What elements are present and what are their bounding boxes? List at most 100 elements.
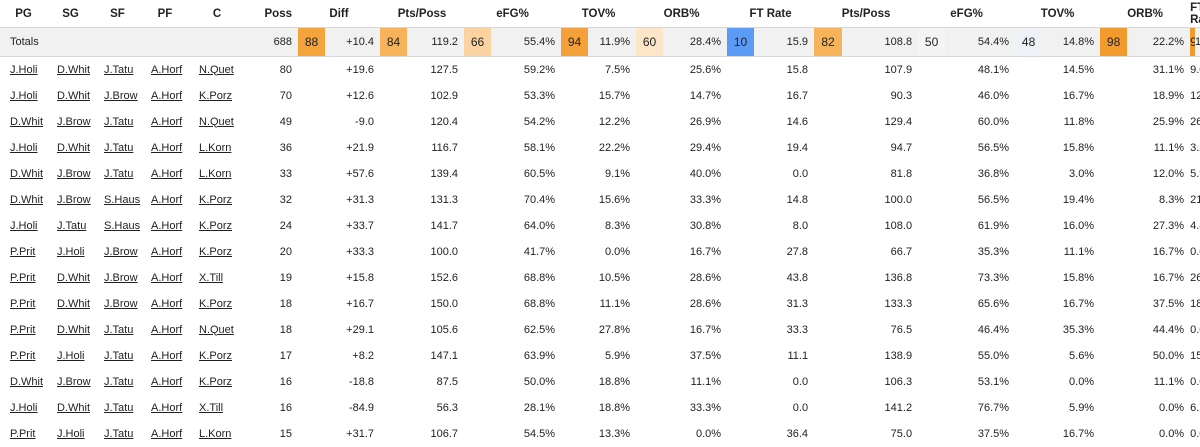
col-header-off-tov[interactable]: TOV% — [561, 0, 637, 28]
stat-cell-def-efg: 61.9% — [918, 212, 1016, 239]
stat-cell-def-pts: 129.4 — [814, 108, 919, 135]
player-link[interactable]: J.Tatu — [104, 167, 134, 180]
player-link[interactable]: L.Korn — [199, 141, 232, 154]
player-link[interactable]: K.Porz — [199, 193, 233, 206]
player-link[interactable]: A.Horf — [151, 193, 183, 206]
stat-cell-def-efg: 46.4% — [918, 316, 1016, 343]
player-link[interactable]: D.Whit — [10, 193, 43, 206]
player-link[interactable]: D.Whit — [10, 375, 43, 388]
player-link[interactable]: A.Horf — [151, 427, 183, 440]
player-link[interactable]: K.Porz — [199, 297, 233, 310]
player-cell-pg: J.Holi — [0, 212, 47, 239]
col-header-off-orb[interactable]: ORB% — [636, 0, 728, 28]
player-link[interactable]: P.Prit — [10, 349, 36, 362]
player-link[interactable]: D.Whit — [57, 297, 90, 310]
player-link[interactable]: P.Prit — [10, 271, 36, 284]
player-link[interactable]: D.Whit — [57, 323, 90, 336]
player-link[interactable]: J.Tatu — [104, 323, 134, 336]
player-link[interactable]: D.Whit — [57, 401, 90, 414]
col-header-diff[interactable]: Diff — [298, 0, 381, 28]
col-header-pf[interactable]: PF — [141, 0, 189, 28]
player-link[interactable]: X.Till — [199, 271, 224, 284]
col-header-def-pts-poss[interactable]: Pts/Poss — [814, 0, 919, 28]
player-link[interactable]: P.Prit — [10, 245, 36, 258]
player-link[interactable]: S.Haus — [104, 219, 141, 232]
totals-def-orb: 22.2% — [1127, 27, 1191, 57]
stat-cell-off-orb: 33.3% — [636, 186, 728, 213]
player-link[interactable]: J.Holi — [57, 427, 85, 440]
player-link[interactable]: L.Korn — [199, 427, 232, 440]
col-header-off-ft-rate[interactable]: FT Rate — [727, 0, 815, 28]
player-link[interactable]: A.Horf — [151, 115, 183, 128]
player-link[interactable]: K.Porz — [199, 219, 233, 232]
player-link[interactable]: D.Whit — [10, 167, 43, 180]
player-link[interactable]: J.Holi — [10, 63, 38, 76]
player-link[interactable]: N.Quet — [199, 115, 234, 128]
col-header-def-ft-rate[interactable]: FT Rate — [1190, 0, 1200, 28]
player-link[interactable]: J.Holi — [10, 89, 38, 102]
player-link[interactable]: J.Tatu — [104, 401, 134, 414]
player-link[interactable]: J.Tatu — [104, 349, 134, 362]
col-header-sg[interactable]: SG — [47, 0, 94, 28]
col-header-def-orb[interactable]: ORB% — [1100, 0, 1191, 28]
col-header-pg[interactable]: PG — [0, 0, 47, 28]
player-link[interactable]: A.Horf — [151, 323, 183, 336]
player-link[interactable]: J.Tatu — [104, 427, 134, 440]
col-header-def-efg[interactable]: eFG% — [918, 0, 1016, 28]
player-link[interactable]: A.Horf — [151, 141, 183, 154]
player-link[interactable]: A.Horf — [151, 271, 183, 284]
player-link[interactable]: J.Brow — [104, 245, 138, 258]
player-link[interactable]: K.Porz — [199, 349, 233, 362]
stat-cell-off-pts: 139.4 — [380, 160, 465, 187]
player-link[interactable]: A.Horf — [151, 89, 183, 102]
player-link[interactable]: A.Horf — [151, 349, 183, 362]
player-link[interactable]: L.Korn — [199, 167, 232, 180]
player-link[interactable]: J.Brow — [104, 271, 138, 284]
player-link[interactable]: J.Tatu — [104, 63, 134, 76]
stat-cell-off-efg: 50.0% — [464, 368, 562, 395]
player-link[interactable]: J.Tatu — [104, 141, 134, 154]
player-link[interactable]: D.Whit — [57, 141, 90, 154]
player-link[interactable]: J.Brow — [57, 167, 91, 180]
player-link[interactable]: A.Horf — [151, 63, 183, 76]
player-link[interactable]: D.Whit — [57, 89, 90, 102]
player-link[interactable]: J.Tatu — [104, 375, 134, 388]
player-link[interactable]: J.Holi — [10, 401, 38, 414]
col-header-c[interactable]: C — [189, 0, 245, 28]
player-link[interactable]: A.Horf — [151, 297, 183, 310]
col-header-off-efg[interactable]: eFG% — [464, 0, 562, 28]
player-link[interactable]: A.Horf — [151, 245, 183, 258]
player-link[interactable]: N.Quet — [199, 323, 234, 336]
player-link[interactable]: J.Tatu — [104, 115, 134, 128]
player-link[interactable]: P.Prit — [10, 427, 36, 440]
player-link[interactable]: X.Till — [199, 401, 224, 414]
player-link[interactable]: J.Holi — [10, 219, 38, 232]
player-link[interactable]: D.Whit — [10, 115, 43, 128]
player-link[interactable]: S.Haus — [104, 193, 141, 206]
player-link[interactable]: N.Quet — [199, 63, 234, 76]
player-link[interactable]: J.Brow — [104, 89, 138, 102]
player-link[interactable]: D.Whit — [57, 63, 90, 76]
col-header-sf[interactable]: SF — [94, 0, 141, 28]
player-link[interactable]: A.Horf — [151, 219, 183, 232]
player-link[interactable]: K.Porz — [199, 245, 233, 258]
player-link[interactable]: D.Whit — [57, 271, 90, 284]
player-link[interactable]: A.Horf — [151, 167, 183, 180]
col-header-off-pts-poss[interactable]: Pts/Poss — [380, 0, 465, 28]
player-link[interactable]: J.Tatu — [57, 219, 87, 232]
col-header-poss[interactable]: Poss — [245, 0, 298, 28]
player-link[interactable]: A.Horf — [151, 401, 183, 414]
col-header-def-tov[interactable]: TOV% — [1015, 0, 1101, 28]
player-link[interactable]: J.Holi — [10, 141, 38, 154]
player-link[interactable]: P.Prit — [10, 323, 36, 336]
player-link[interactable]: J.Brow — [57, 193, 91, 206]
player-link[interactable]: A.Horf — [151, 375, 183, 388]
player-link[interactable]: K.Porz — [199, 89, 233, 102]
player-link[interactable]: J.Holi — [57, 245, 85, 258]
player-link[interactable]: J.Holi — [57, 349, 85, 362]
player-link[interactable]: J.Brow — [104, 297, 138, 310]
player-link[interactable]: J.Brow — [57, 375, 91, 388]
player-link[interactable]: P.Prit — [10, 297, 36, 310]
player-link[interactable]: K.Porz — [199, 375, 233, 388]
player-link[interactable]: J.Brow — [57, 115, 91, 128]
